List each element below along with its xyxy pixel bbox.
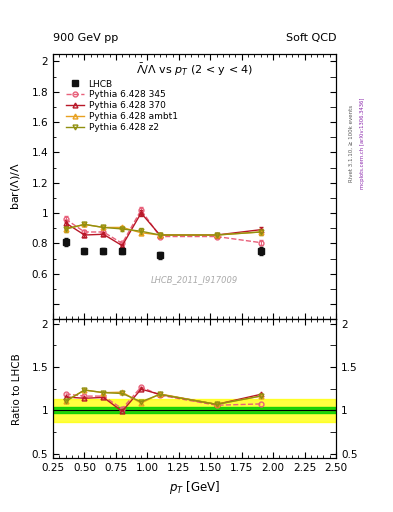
Text: 900 GeV pp: 900 GeV pp bbox=[53, 33, 118, 42]
Y-axis label: Ratio to LHCB: Ratio to LHCB bbox=[12, 353, 22, 424]
X-axis label: $p_T$ [GeV]: $p_T$ [GeV] bbox=[169, 479, 220, 496]
Text: Soft QCD: Soft QCD bbox=[286, 33, 336, 42]
Bar bbox=[53, 399, 336, 422]
Text: $\bar{\Lambda}/\Lambda$ vs $p_T$ (2 < y < 4): $\bar{\Lambda}/\Lambda$ vs $p_T$ (2 < y … bbox=[136, 62, 253, 78]
Legend: LHCB, Pythia 6.428 345, Pythia 6.428 370, Pythia 6.428 ambt1, Pythia 6.428 z2: LHCB, Pythia 6.428 345, Pythia 6.428 370… bbox=[63, 77, 180, 135]
Y-axis label: bar($\Lambda$)/$\Lambda$: bar($\Lambda$)/$\Lambda$ bbox=[9, 162, 22, 210]
Bar bbox=[53, 408, 336, 414]
Text: Rivet 3.1.10, ≥ 100k events: Rivet 3.1.10, ≥ 100k events bbox=[349, 105, 354, 182]
Text: mcplots.cern.ch [arXiv:1306.3436]: mcplots.cern.ch [arXiv:1306.3436] bbox=[360, 98, 365, 189]
Text: LHCB_2011_I917009: LHCB_2011_I917009 bbox=[151, 275, 238, 284]
